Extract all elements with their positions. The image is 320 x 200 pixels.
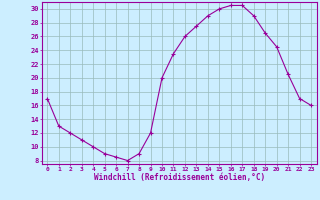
X-axis label: Windchill (Refroidissement éolien,°C): Windchill (Refroidissement éolien,°C): [94, 173, 265, 182]
